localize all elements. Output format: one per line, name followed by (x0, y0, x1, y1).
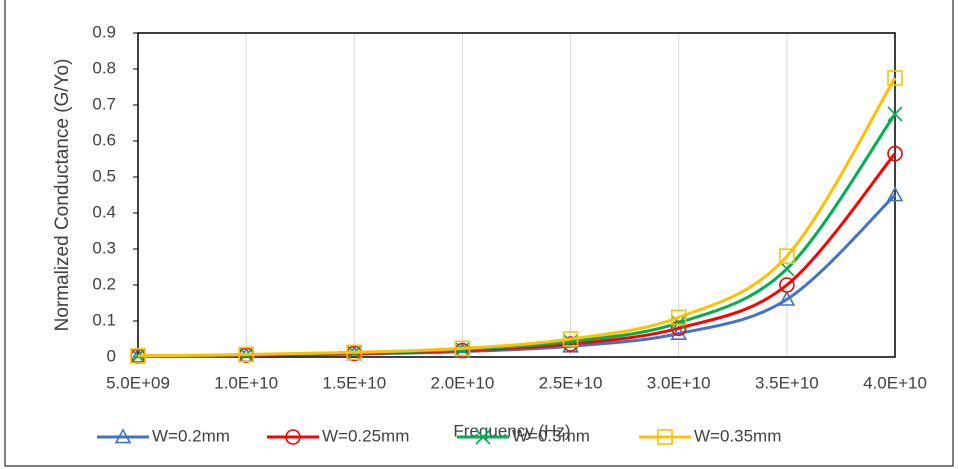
x-tick-label: 1.0E+10 (214, 373, 278, 392)
legend-label: W=0.25mm (322, 426, 409, 445)
x-tick-label: 5.0E+09 (106, 373, 170, 392)
legend-marker (657, 429, 673, 445)
x-tick-label: 3.5E+10 (755, 373, 819, 392)
series-line (137, 113, 897, 358)
y-tick-label: 0.6 (92, 130, 116, 149)
y-tick-label: 0.5 (92, 166, 116, 185)
marker (130, 348, 146, 364)
series-line (137, 152, 897, 358)
plot-border (137, 32, 896, 358)
legend-label: W=0.3mm (512, 426, 590, 445)
marker (670, 309, 687, 326)
frame (4, 0, 954, 467)
y-tick-label: 0.9 (92, 22, 116, 41)
y-tick-label: 0.1 (92, 310, 116, 329)
marker (779, 248, 795, 264)
legend-marker (114, 428, 132, 444)
y-axis-title: Normalized Conductance (G/Yo) (52, 59, 73, 332)
marker (238, 346, 254, 363)
marker (887, 70, 903, 86)
y-tick-label: 0 (107, 346, 116, 365)
legend-marker (285, 429, 301, 445)
marker (562, 331, 579, 347)
marker (778, 290, 796, 306)
marker (779, 261, 795, 277)
legend-label: W=0.2mm (152, 426, 230, 445)
legend-label: W=0.35mm (694, 426, 781, 445)
y-tick-label: 0.7 (92, 94, 116, 113)
y-tick-label: 0.8 (92, 58, 116, 77)
marker (454, 340, 471, 357)
x-tick-label: 1.5E+10 (322, 373, 386, 392)
series-line (137, 77, 897, 358)
y-tick-label: 0.4 (92, 202, 116, 221)
marker (887, 106, 903, 122)
marker (887, 145, 903, 162)
x-tick-label: 4.0E+10 (863, 373, 927, 392)
marker (670, 324, 688, 340)
marker (346, 344, 363, 361)
marker (779, 277, 795, 293)
legend-marker (475, 429, 491, 445)
y-tick-label: 0.3 (92, 238, 116, 257)
x-tick-label: 2.0E+10 (431, 373, 495, 392)
y-tick-label: 0.2 (92, 274, 116, 293)
x-tick-label: 2.5E+10 (539, 373, 603, 392)
marker (670, 320, 687, 337)
x-tick-label: 3.0E+10 (647, 373, 711, 392)
marker (886, 186, 904, 202)
